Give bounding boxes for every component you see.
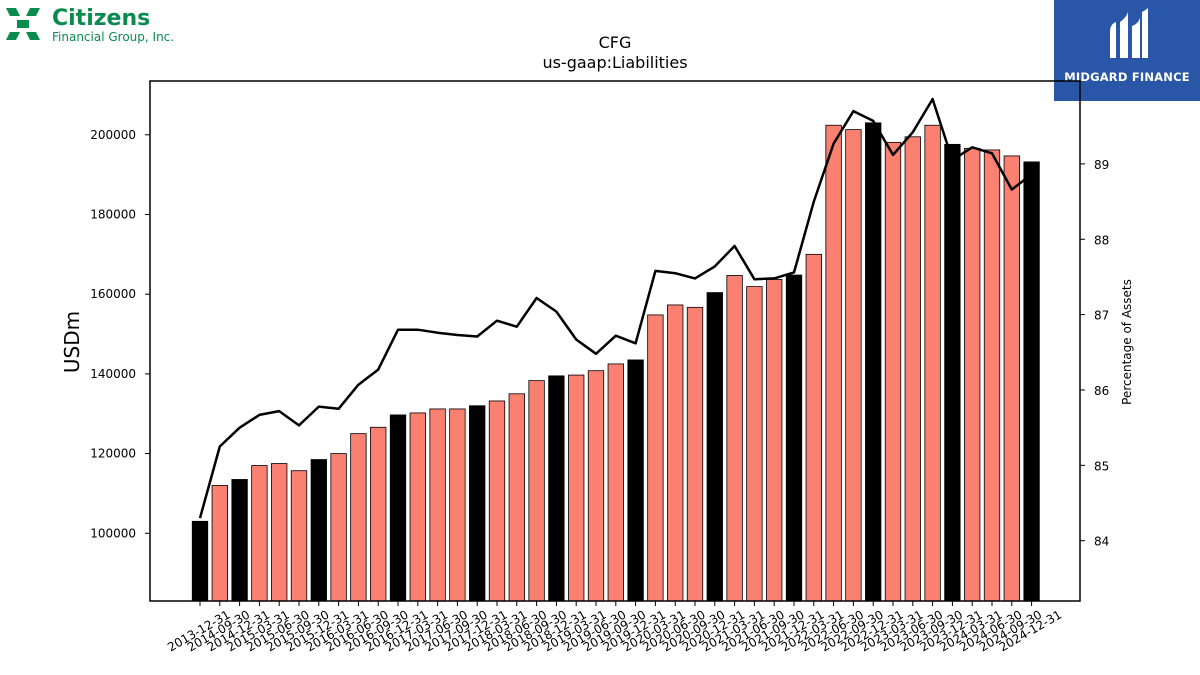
- bar: [924, 124, 941, 602]
- bar: [290, 470, 308, 602]
- chart-subtitle: us-gaap:Liabilities: [542, 53, 687, 72]
- bar: [964, 147, 981, 602]
- percentage-line: [198, 97, 1033, 519]
- bar: [686, 306, 704, 602]
- bar: [983, 149, 1001, 602]
- bar: [469, 405, 486, 602]
- bar: [944, 143, 961, 602]
- bar: [746, 286, 763, 602]
- bar: [726, 275, 743, 602]
- y-tick-label: 200000: [90, 128, 136, 142]
- plot-area: 100000 120000 140000 160000 180000 200000 84 85…: [90, 80, 1109, 654]
- y2-tick-label: 86: [1094, 384, 1109, 398]
- bar: [568, 374, 585, 602]
- bar: [389, 414, 407, 602]
- y-tick-label: 160000: [90, 287, 136, 301]
- bar: [805, 253, 822, 602]
- bar: [409, 412, 426, 602]
- bar: [429, 408, 446, 602]
- bar: [865, 122, 882, 602]
- y2-tick-label: 85: [1094, 459, 1109, 473]
- y-tick-label: 120000: [90, 447, 136, 461]
- bar: [825, 124, 842, 602]
- bar: [667, 304, 684, 602]
- y2-tick-label: 88: [1094, 233, 1109, 247]
- y-axis-label: USDm: [60, 311, 84, 373]
- bar: [449, 408, 466, 602]
- y-tick-label: 100000: [90, 526, 136, 540]
- bar: [271, 463, 288, 602]
- bar: [706, 292, 723, 602]
- bar: [785, 274, 803, 602]
- y-tick-label: 180000: [90, 207, 136, 221]
- bar: [508, 393, 525, 602]
- bar: [845, 129, 862, 602]
- bar: [587, 370, 605, 602]
- y2-tick-label: 89: [1094, 158, 1109, 172]
- bar: [231, 479, 248, 602]
- y-tick-label: 140000: [90, 367, 136, 381]
- bar: [904, 136, 921, 602]
- bar: [350, 433, 367, 602]
- y2-axis-label: Percentage of Assets: [1120, 279, 1134, 405]
- bar: [766, 279, 783, 602]
- brand-name: Citizens: [52, 6, 151, 31]
- bar: [528, 380, 545, 602]
- brand-logo: Citizens Financial Group, Inc.: [4, 4, 204, 44]
- bar: [191, 520, 209, 602]
- bar: [211, 485, 228, 602]
- y2-tick-label: 87: [1094, 309, 1109, 323]
- bar: [647, 314, 664, 602]
- bar: [488, 400, 506, 602]
- y2-tick-label: 84: [1094, 535, 1109, 549]
- bar: [548, 375, 565, 602]
- chart-title: CFG: [599, 33, 632, 52]
- bar: [1023, 161, 1040, 602]
- watermark-name: MIDGARD FINANCE: [1064, 70, 1190, 84]
- bar: [330, 453, 347, 602]
- bar: [627, 359, 644, 602]
- bar: [607, 363, 624, 602]
- bar: [1003, 155, 1020, 602]
- citizens-logo-icon: [6, 8, 40, 40]
- bar: [310, 459, 327, 602]
- bar: [251, 465, 268, 602]
- midgard-logo-icon: [1110, 8, 1148, 58]
- brand-subtitle: Financial Group, Inc.: [52, 30, 175, 44]
- watermark-logo: MIDGARD FINANCE: [1054, 0, 1200, 101]
- plot-frame: [149, 80, 1081, 602]
- bar: [370, 426, 387, 602]
- bar: [884, 141, 902, 602]
